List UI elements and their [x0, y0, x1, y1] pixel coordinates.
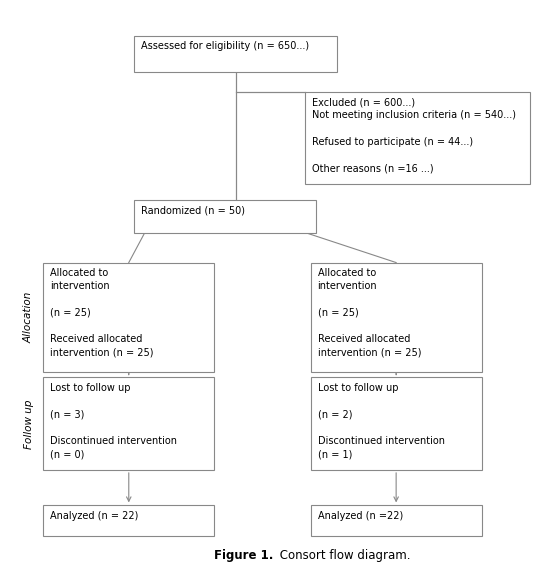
- Text: Analyzed (n =22): Analyzed (n =22): [317, 511, 403, 521]
- Bar: [134, 200, 316, 232]
- Bar: [311, 505, 482, 536]
- Text: Lost to follow up

(n = 3)

Discontinued intervention
(n = 0): Lost to follow up (n = 3) Discontinued i…: [50, 383, 177, 459]
- Text: Randomized (n = 50): Randomized (n = 50): [141, 206, 245, 215]
- Text: Allocation: Allocation: [24, 291, 34, 343]
- Bar: [43, 505, 214, 536]
- Text: Lost to follow up

(n = 2)

Discontinued intervention
(n = 1): Lost to follow up (n = 2) Discontinued i…: [317, 383, 444, 459]
- Bar: [134, 36, 338, 72]
- Text: Excluded (n = 600...)
Not meeting inclusion criteria (n = 540...)

Refused to pa: Excluded (n = 600...) Not meeting inclus…: [312, 97, 516, 173]
- Bar: [43, 377, 214, 470]
- Text: Figure 1.: Figure 1.: [214, 549, 273, 562]
- Text: Allocated to
intervention

(n = 25)

Received allocated
intervention (n = 25): Allocated to intervention (n = 25) Recei…: [317, 268, 421, 357]
- Bar: [305, 92, 530, 184]
- Text: Assessed for eligibility (n = 650...): Assessed for eligibility (n = 650...): [141, 41, 309, 51]
- Text: Analyzed (n = 22): Analyzed (n = 22): [50, 511, 139, 521]
- Text: Consort flow diagram.: Consort flow diagram.: [276, 549, 411, 562]
- Bar: [43, 263, 214, 372]
- Text: Allocated to
intervention

(n = 25)

Received allocated
intervention (n = 25): Allocated to intervention (n = 25) Recei…: [50, 268, 154, 357]
- Text: Follow up: Follow up: [24, 399, 34, 449]
- Bar: [311, 377, 482, 470]
- Bar: [311, 263, 482, 372]
